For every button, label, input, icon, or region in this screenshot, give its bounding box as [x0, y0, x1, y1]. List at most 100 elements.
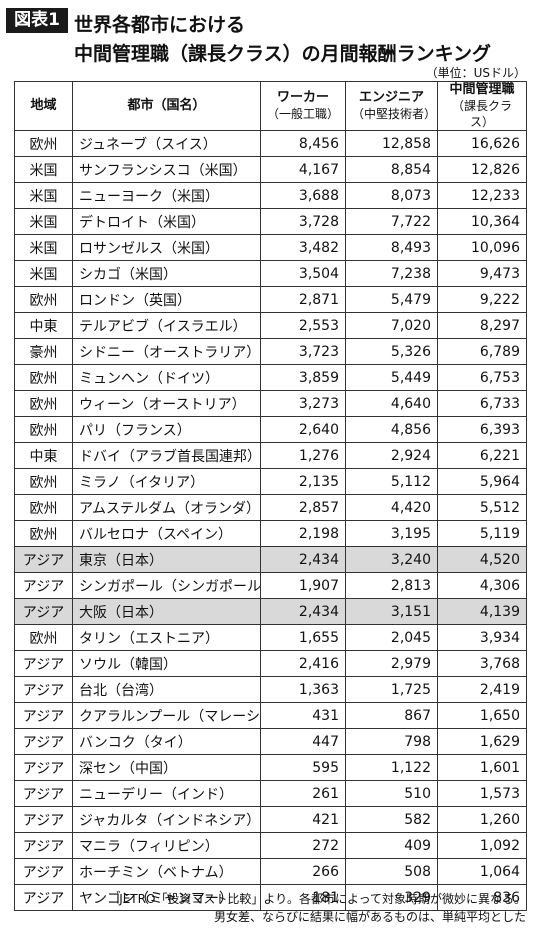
cell-manager: 1,573 — [437, 780, 527, 807]
figure-label: 図表1 — [6, 8, 68, 33]
cell-manager: 836 — [437, 884, 527, 911]
cell-region: アジア — [14, 754, 73, 781]
table-row: 欧州 バルセロナ（スペイン） 2,198 3,195 5,119 — [14, 520, 527, 547]
table-row: 欧州 ロンドン（英国） 2,871 5,479 9,222 — [14, 286, 527, 313]
table-row: 欧州 ミラノ（イタリア） 2,135 5,112 5,964 — [14, 468, 527, 495]
cell-worker: 2,434 — [260, 598, 346, 625]
cell-city: サンフランシスコ（米国） — [72, 156, 261, 183]
cell-manager: 3,768 — [437, 650, 527, 677]
cell-manager: 2,419 — [437, 676, 527, 703]
cell-worker: 3,859 — [260, 364, 346, 391]
header-city: 都市（国名） — [72, 81, 261, 131]
cell-worker: 8,456 — [260, 130, 346, 157]
cell-city: シカゴ（米国） — [72, 260, 261, 287]
cell-region: 米国 — [14, 208, 73, 235]
table-row: 欧州 ミュンヘン（ドイツ） 3,859 5,449 6,753 — [14, 364, 527, 391]
cell-manager: 10,364 — [437, 208, 527, 235]
header-row: 地域 都市（国名） ワーカー （一般工職） エンジニア （中堅技術者） 中間管理職（… — [14, 81, 527, 131]
cell-worker: 266 — [260, 858, 346, 885]
cell-manager: 1,092 — [437, 832, 527, 859]
cell-city: アムステルダム（オランダ） — [72, 494, 261, 521]
cell-manager: 12,233 — [437, 182, 527, 209]
table-row: 豪州 シドニー（オーストラリア） 3,723 5,326 6,789 — [14, 338, 527, 365]
cell-city: ソウル（韓国） — [72, 650, 261, 677]
table-row: アジア 東京（日本） 2,434 3,240 4,520 — [14, 546, 527, 573]
cell-manager: 6,393 — [437, 416, 527, 443]
cell-region: 米国 — [14, 156, 73, 183]
table-row: 中東 テルアビブ（イスラエル） 2,553 7,020 8,297 — [14, 312, 527, 339]
table-row: アジア マニラ（フィリピン） 272 409 1,092 — [14, 832, 527, 859]
cell-manager: 1,064 — [437, 858, 527, 885]
cell-city: ヤンゴン（ミャンマー） — [72, 884, 261, 911]
cell-region: 欧州 — [14, 416, 73, 443]
cell-engineer: 329 — [345, 884, 438, 911]
cell-worker: 1,655 — [260, 624, 346, 651]
cell-region: アジア — [14, 832, 73, 859]
cell-manager: 9,222 — [437, 286, 527, 313]
cell-worker: 272 — [260, 832, 346, 859]
cell-engineer: 7,238 — [345, 260, 438, 287]
cell-region: 米国 — [14, 182, 73, 209]
cell-worker: 2,857 — [260, 494, 346, 521]
cell-worker: 261 — [260, 780, 346, 807]
table-row: アジア ソウル（韓国） 2,416 2,979 3,768 — [14, 650, 527, 677]
table-row: 米国 シカゴ（米国） 3,504 7,238 9,473 — [14, 260, 527, 287]
note-line: 男女差、ならびに結果に幅があるものは、単純平均とした — [213, 910, 526, 924]
cell-region: アジア — [14, 650, 73, 677]
cell-engineer: 7,722 — [345, 208, 438, 235]
table-row: 欧州 パリ（フランス） 2,640 4,856 6,393 — [14, 416, 527, 443]
cell-worker: 1,363 — [260, 676, 346, 703]
cell-manager: 9,473 — [437, 260, 527, 287]
cell-city: ホーチミン（ベトナム） — [72, 858, 261, 885]
cell-worker: 2,135 — [260, 468, 346, 495]
cell-engineer: 4,420 — [345, 494, 438, 521]
cell-worker: 2,198 — [260, 520, 346, 547]
cell-engineer: 867 — [345, 702, 438, 729]
salary-table: 地域 都市（国名） ワーカー （一般工職） エンジニア （中堅技術者） 中間管理職（… — [14, 81, 527, 911]
title-line-1: 世界各都市における — [74, 14, 246, 36]
figure-header: 図表1 世界各都市における 中間管理職（課長クラス）の月間報酬ランキング （単位… — [6, 6, 534, 80]
table-row: 米国 ニューヨーク（米国） 3,688 8,073 12,233 — [14, 182, 527, 209]
cell-city: パリ（フランス） — [72, 416, 261, 443]
table-row: 欧州 ジュネーブ（スイス） 8,456 12,858 16,626 — [14, 130, 527, 157]
cell-region: 欧州 — [14, 130, 73, 157]
cell-city: ミラノ（イタリア） — [72, 468, 261, 495]
cell-engineer: 508 — [345, 858, 438, 885]
cell-region: 欧州 — [14, 286, 73, 313]
cell-city: 台北（台湾） — [72, 676, 261, 703]
cell-manager: 4,139 — [437, 598, 527, 625]
table-row: 米国 デトロイト（米国） 3,728 7,722 10,364 — [14, 208, 527, 235]
cell-region: 豪州 — [14, 338, 73, 365]
cell-city: デトロイト（米国） — [72, 208, 261, 235]
cell-city: ロサンゼルス（米国） — [72, 234, 261, 261]
cell-manager: 8,297 — [437, 312, 527, 339]
cell-worker: 447 — [260, 728, 346, 755]
cell-city: バルセロナ（スペイン） — [72, 520, 261, 547]
cell-engineer: 3,195 — [345, 520, 438, 547]
cell-manager: 6,733 — [437, 390, 527, 417]
cell-region: アジア — [14, 546, 73, 573]
cell-engineer: 510 — [345, 780, 438, 807]
cell-city: テルアビブ（イスラエル） — [72, 312, 261, 339]
header-region: 地域 — [14, 81, 73, 131]
cell-region: アジア — [14, 884, 73, 911]
cell-city: ミュンヘン（ドイツ） — [72, 364, 261, 391]
cell-engineer: 8,854 — [345, 156, 438, 183]
table-row: アジア 深セン（中国） 595 1,122 1,601 — [14, 754, 527, 781]
cell-region: アジア — [14, 598, 73, 625]
cell-engineer: 12,858 — [345, 130, 438, 157]
cell-region: 欧州 — [14, 468, 73, 495]
header-engineer: エンジニア （中堅技術者） — [345, 81, 438, 131]
cell-region: 米国 — [14, 234, 73, 261]
cell-worker: 3,504 — [260, 260, 346, 287]
cell-city: ロンドン（英国） — [72, 286, 261, 313]
cell-worker: 595 — [260, 754, 346, 781]
cell-region: アジア — [14, 780, 73, 807]
cell-manager: 16,626 — [437, 130, 527, 157]
cell-city: ニューデリー（インド） — [72, 780, 261, 807]
cell-region: 欧州 — [14, 364, 73, 391]
cell-manager: 6,753 — [437, 364, 527, 391]
cell-worker: 3,723 — [260, 338, 346, 365]
cell-worker: 3,728 — [260, 208, 346, 235]
